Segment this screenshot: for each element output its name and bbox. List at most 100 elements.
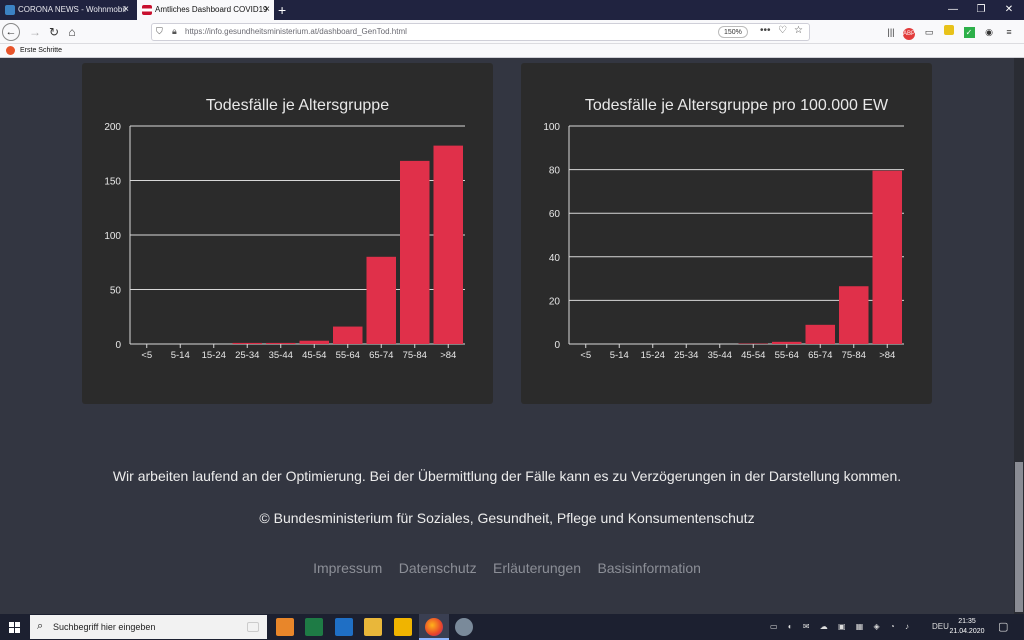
extension-check-icon[interactable]: ✓ <box>962 24 976 40</box>
bar-35-44[interactable] <box>266 342 296 344</box>
notes-app-icon[interactable] <box>394 618 412 636</box>
scrollbar[interactable] <box>1014 58 1024 614</box>
chart-card-deaths: Todesfälle je Altersgruppe 0 50 100 150 200 <5… <box>82 63 493 404</box>
page-actions-icon[interactable]: ••• <box>760 25 771 36</box>
outlook-icon[interactable] <box>335 618 353 636</box>
y-tick-label: 50 <box>110 286 122 297</box>
file-explorer-icon[interactable] <box>364 618 382 636</box>
restore-icon[interactable]: ❐ <box>976 4 986 15</box>
pocket-icon[interactable]: ♡ <box>778 25 787 36</box>
task-view-icon[interactable] <box>247 622 259 632</box>
zoom-indicator[interactable]: 150% <box>718 26 748 38</box>
x-tick-label: <5 <box>141 350 152 361</box>
app-icon[interactable] <box>455 618 473 636</box>
bar-45-54[interactable] <box>299 340 330 344</box>
x-tick-label: 75-84 <box>842 350 866 361</box>
home-icon[interactable]: ⌂ <box>68 25 76 39</box>
chart-card-deaths-per-100k: Todesfälle je Altersgruppe pro 100.000 E… <box>521 63 932 404</box>
bar-75-84[interactable] <box>839 286 869 344</box>
taskbar-search-input[interactable]: ⌕ Suchbegriff hier eingeben <box>30 615 267 639</box>
x-tick-label: 15-24 <box>202 350 226 361</box>
lock-icon[interactable]: 🔒︎ <box>172 26 177 36</box>
search-placeholder: Suchbegriff hier eingeben <box>53 622 156 632</box>
bar->84[interactable] <box>872 170 903 344</box>
tab-dashboard[interactable]: Amtliches Dashboard COVID19 × <box>137 0 274 20</box>
deaths-chart: Todesfälle je Altersgruppe 0 50 100 150 200 <5… <box>104 97 465 361</box>
tab-corona-news[interactable]: CORONA NEWS - Wohnmobil × <box>0 0 133 20</box>
y-tick-label: 0 <box>115 340 121 351</box>
tray-icons[interactable]: ▭ ◐ ✉ ☁ ▣ ▦ ◈ ◔ ♪ ▲ <box>770 622 913 631</box>
language-indicator[interactable]: DEU <box>932 622 949 631</box>
x-tick-label: 55-64 <box>336 350 360 361</box>
new-tab-button[interactable]: + <box>278 2 287 18</box>
link-impressum[interactable]: Impressum <box>313 560 383 576</box>
bar-65-74[interactable] <box>805 324 836 344</box>
url-text[interactable]: https://info.gesundheitsministerium.at/d… <box>185 27 407 36</box>
tab-bar: CORONA NEWS - Wohnmobil × Amtliches Dash… <box>0 0 1024 20</box>
bar-55-64[interactable] <box>333 326 363 344</box>
notifications-icon[interactable]: ▢ <box>998 621 1009 633</box>
footer-links: Impressum Datenschutz Erläuterungen Basi… <box>0 560 1014 578</box>
firefox-icon <box>6 46 15 55</box>
x-tick-label: 35-44 <box>269 350 293 361</box>
chart-title: Todesfälle je Altersgruppe <box>206 97 389 114</box>
time: 21:35 <box>958 618 976 625</box>
windows-start-icon[interactable] <box>9 622 20 633</box>
bar-65-74[interactable] <box>366 256 397 344</box>
excel-icon[interactable] <box>305 618 323 636</box>
bookmarks-bar: Erste Schritte <box>0 44 1024 58</box>
bookmark-star-icon[interactable]: ☆ <box>794 25 803 36</box>
delay-notice: Wir arbeiten laufend an der Optimierung.… <box>112 468 902 484</box>
bar->84[interactable] <box>433 145 464 344</box>
address-bar[interactable]: ⛉ 🔒︎ https://info.gesundheitsministerium… <box>151 23 810 41</box>
y-tick-label: 80 <box>549 166 561 177</box>
extension-yellow-icon[interactable] <box>942 24 956 40</box>
sidebar-icon[interactable]: ▭ <box>924 27 934 37</box>
reload-icon[interactable]: ↻ <box>48 25 60 39</box>
y-tick-label: 200 <box>104 122 121 133</box>
y-tick-label: 150 <box>104 177 121 188</box>
corona-news-favicon-icon <box>5 5 15 15</box>
x-tick-label: 55-64 <box>775 350 799 361</box>
bookmark-erste-schritte[interactable]: Erste Schritte <box>20 47 63 54</box>
close-tab-icon[interactable]: × <box>123 4 129 15</box>
bar-75-84[interactable] <box>400 160 430 344</box>
search-icon: ⌕ <box>37 620 44 632</box>
page-content: Todesfälle je Altersgruppe 0 50 100 150 200 <5… <box>0 58 1014 614</box>
menu-icon[interactable]: ≡ <box>1006 27 1012 37</box>
y-tick-label: 100 <box>104 231 121 242</box>
bar-55-64[interactable] <box>772 341 802 344</box>
x-tick-label: 35-44 <box>708 350 732 361</box>
link-datenschutz[interactable]: Datenschutz <box>398 560 477 576</box>
y-tick-label: 0 <box>554 340 560 351</box>
copyright-text: © Bundesministerium für Soziales, Gesund… <box>259 510 755 526</box>
firefox-taskbar-button[interactable] <box>419 614 449 640</box>
scrollbar-thumb[interactable] <box>1015 462 1023 612</box>
chart-title: Todesfälle je Altersgruppe pro 100.000 E… <box>585 97 889 114</box>
x-tick-label: 75-84 <box>403 350 427 361</box>
adblock-icon[interactable]: ABP <box>902 24 916 40</box>
nav-bar: ← → ↻ ⌂ ⛉ 🔒︎ https://info.gesundheitsmin… <box>0 20 1024 44</box>
tracking-shield-icon[interactable]: ⛉ <box>156 26 163 36</box>
y-tick-label: 40 <box>549 253 561 264</box>
link-basisinformation[interactable]: Basisinformation <box>597 560 701 576</box>
media-player-icon[interactable] <box>276 618 294 636</box>
y-tick-label: 60 <box>549 209 561 220</box>
account-icon[interactable]: ◉ <box>985 27 993 37</box>
close-tab-icon[interactable]: × <box>264 4 270 15</box>
forward-arrow-icon[interactable]: → <box>29 25 41 39</box>
austria-flag-favicon-icon <box>142 5 152 15</box>
tab-title: CORONA NEWS - Wohnmobil <box>18 5 126 14</box>
back-arrow-icon[interactable]: ← <box>2 23 20 41</box>
link-erlaeuterungen[interactable]: Erläuterungen <box>493 560 581 576</box>
x-tick-label: 65-74 <box>369 350 393 361</box>
x-tick-label: 15-24 <box>641 350 665 361</box>
bar-25-34[interactable] <box>232 342 263 344</box>
x-tick-label: 5-14 <box>171 350 190 361</box>
window-close-icon[interactable]: ✕ <box>1004 4 1014 15</box>
deaths-per-100k-chart: Todesfälle je Altersgruppe pro 100.000 E… <box>543 97 904 361</box>
minimize-icon[interactable]: — <box>948 4 958 15</box>
date: 21.04.2020 <box>949 628 985 635</box>
clock[interactable]: 21:35 21.04.2020 <box>948 617 986 637</box>
library-icon[interactable]: ||| <box>887 27 895 37</box>
